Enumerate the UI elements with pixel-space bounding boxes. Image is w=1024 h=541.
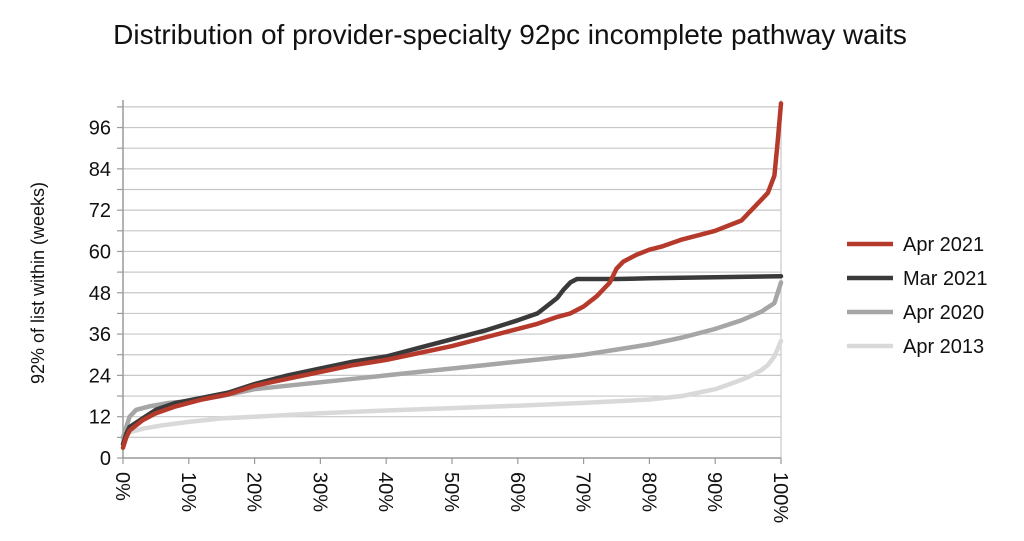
y-tick-label: 96: [89, 118, 111, 140]
x-tick-label: 50%: [440, 472, 462, 512]
x-tick-label: 100%: [769, 472, 791, 523]
legend-label: Apr 2020: [903, 302, 984, 324]
y-tick-label: 24: [89, 365, 111, 387]
y-tick-label: 72: [89, 200, 111, 222]
x-tick-label: 30%: [308, 472, 330, 512]
legend: Apr 2021 Mar 2021 Apr 2020 Apr 2013: [847, 234, 988, 358]
legend-label: Apr 2013: [903, 336, 984, 358]
x-tick-label: 60%: [506, 472, 528, 512]
x-tick-label: 90%: [703, 472, 725, 512]
y-tick-label: 60: [89, 241, 111, 263]
legend-label: Apr 2021: [903, 234, 984, 256]
series-line-apr-2020: [120, 280, 784, 440]
x-tick-label: 80%: [637, 472, 659, 512]
y-axis-label: 92% of list within (weeks): [28, 182, 48, 384]
series-line-mar-2021: [120, 273, 784, 447]
y-axis-tick-labels: 0 12 24 36 48 60 72 84 96: [89, 118, 111, 470]
y-tick-label: 12: [89, 407, 111, 429]
axes: [117, 100, 782, 464]
legend-label: Mar 2021: [903, 268, 988, 290]
x-tick-label: 20%: [243, 472, 265, 512]
chart-title: Distribution of provider-specialty 92pc …: [113, 19, 907, 50]
x-tick-label: 0%: [111, 472, 133, 501]
gridlines: [123, 100, 782, 458]
series-line-apr-2013: [120, 338, 784, 444]
series-line-apr-2021: [120, 101, 784, 450]
x-axis-tick-labels: 0% 10% 20% 30% 40% 50% 60% 70% 80% 90% 100%: [111, 472, 791, 523]
x-tick-label: 70%: [572, 472, 594, 512]
y-tick-label: 0: [100, 448, 111, 470]
y-tick-label: 84: [89, 159, 111, 181]
y-tick-label: 48: [89, 283, 111, 305]
x-tick-label: 40%: [374, 472, 396, 512]
y-tick-label: 36: [89, 324, 111, 346]
series-lines: [120, 101, 784, 450]
x-tick-label: 10%: [177, 472, 199, 512]
